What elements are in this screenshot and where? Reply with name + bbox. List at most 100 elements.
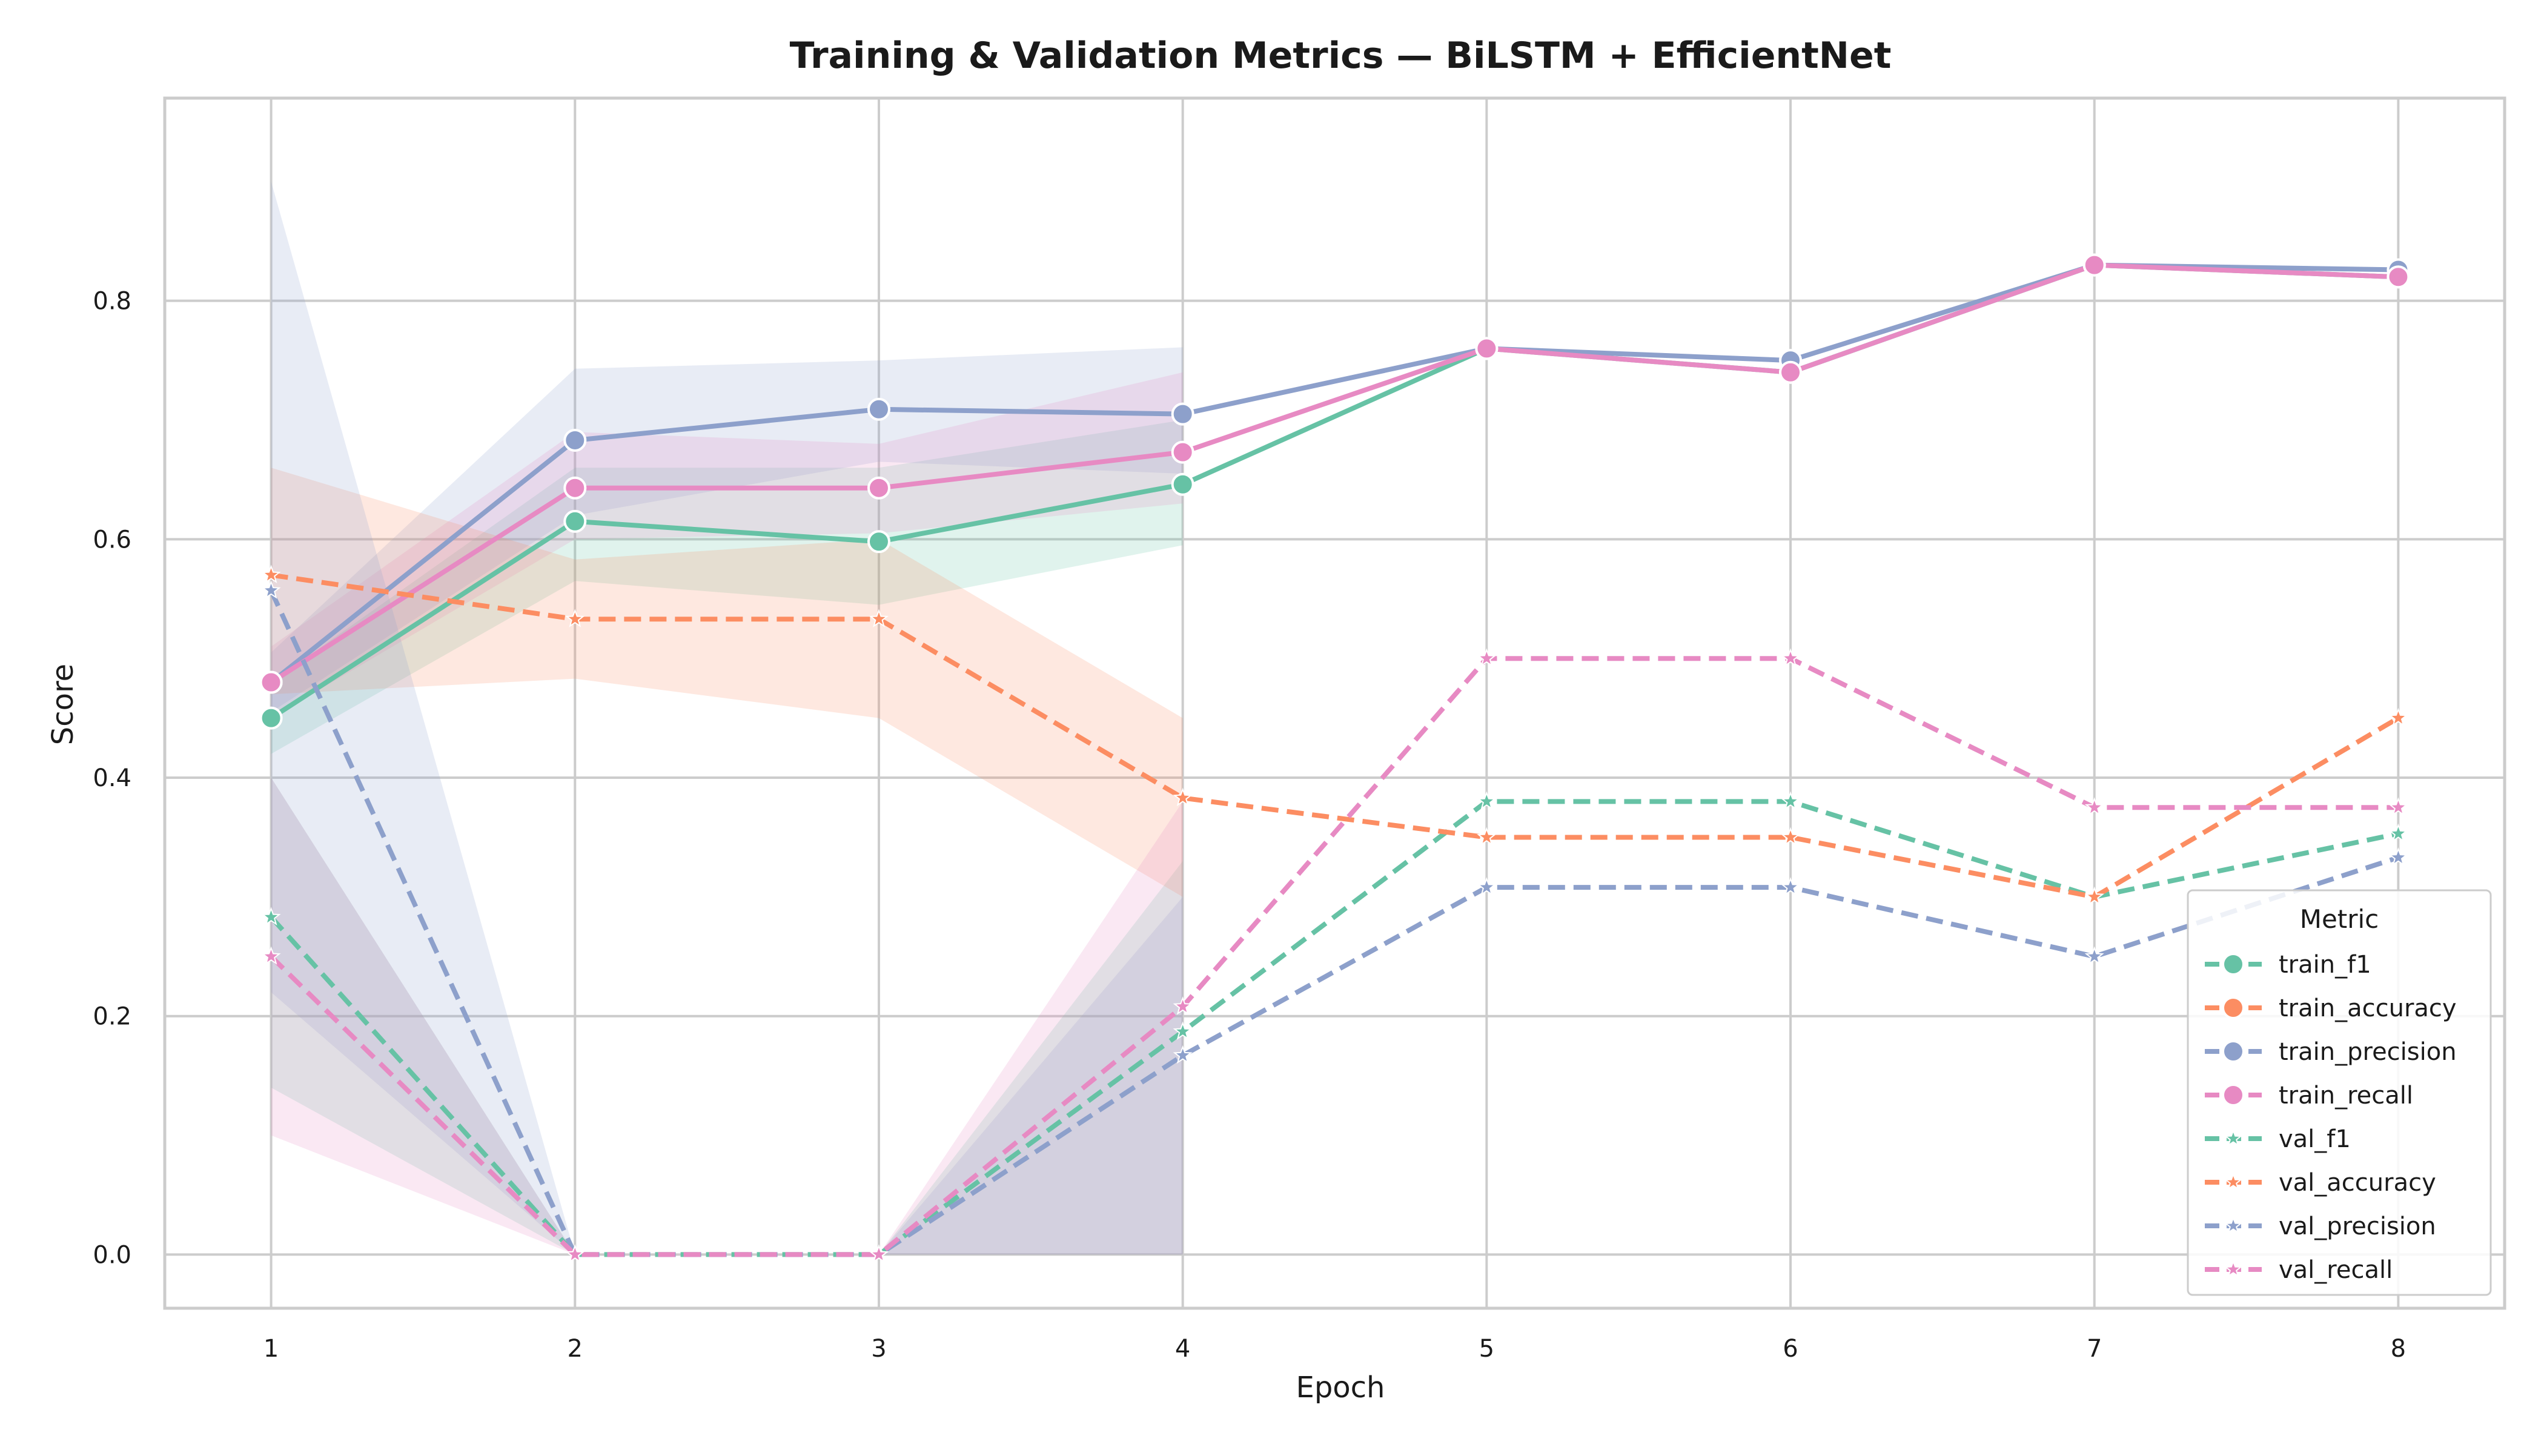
data-point-val_recall xyxy=(565,1244,585,1263)
data-point-val_recall xyxy=(1477,648,1497,667)
data-point-val_f1 xyxy=(261,907,281,926)
data-point-val_recall xyxy=(869,1244,889,1263)
confidence-band-val_accuracy xyxy=(271,468,1183,897)
data-point-val_accuracy xyxy=(565,609,585,627)
data-point-val_accuracy xyxy=(2388,707,2408,727)
data-point-val_accuracy xyxy=(1477,827,1497,846)
plot-frame xyxy=(163,96,2506,1310)
x-tick-label: 7 xyxy=(2087,1335,2102,1363)
legend-marker xyxy=(2224,1129,2243,1147)
data-point-train_precision xyxy=(563,428,587,452)
legend-marker xyxy=(2222,996,2245,1019)
data-point-val_f1 xyxy=(1780,791,1801,810)
legend-item-val_precision: val_precision xyxy=(2205,1213,2436,1240)
legend-label: train_accuracy xyxy=(2279,994,2457,1022)
legend: Metric train_f1 train_accuracy train_precis… xyxy=(2187,889,2492,1296)
x-tick-label: 5 xyxy=(1479,1335,1494,1363)
legend-item-train_recall: train_recall xyxy=(2205,1082,2413,1110)
data-point-val_accuracy xyxy=(869,609,889,627)
confidence-band-train_precision xyxy=(271,347,1183,712)
confidence-band-train_f1 xyxy=(271,420,1183,754)
data-point-val_recall xyxy=(2084,797,2104,816)
legend-item-val_f1: val_f1 xyxy=(2205,1125,2351,1153)
data-point-val_precision xyxy=(1173,1045,1193,1064)
x-tick-label: 8 xyxy=(2391,1335,2406,1363)
legend-title: Metric xyxy=(2300,904,2379,934)
data-point-train_recall xyxy=(563,476,587,500)
legend-marker xyxy=(2222,1040,2245,1063)
data-point-val_accuracy xyxy=(1173,787,1193,807)
data-point-train_f1 xyxy=(563,509,587,533)
legend-label: val_f1 xyxy=(2279,1125,2351,1153)
legend-label: val_recall xyxy=(2279,1256,2393,1284)
legend-marker xyxy=(2222,953,2245,976)
data-point-val_accuracy xyxy=(261,564,281,583)
series-line-val_f1 xyxy=(269,799,2399,1257)
data-point-val_f1 xyxy=(1173,1021,1193,1040)
y-tick-label: 0.0 xyxy=(93,1241,131,1269)
chart-title: Training & Validation Metrics — BiLSTM +… xyxy=(790,35,1892,77)
y-tick-label: 0.6 xyxy=(93,526,131,554)
y-tick-label: 0.2 xyxy=(93,1003,131,1031)
confidence-bands xyxy=(271,181,1183,1255)
data-point-train_recall xyxy=(1475,337,1499,360)
data-point-val_recall xyxy=(1173,996,1193,1015)
confidence-band-val_f1 xyxy=(271,778,1183,1255)
data-point-val_precision xyxy=(1780,877,1801,896)
legend-label: train_f1 xyxy=(2279,951,2371,979)
legend-label: train_recall xyxy=(2279,1082,2413,1110)
data-point-val_accuracy xyxy=(1780,827,1801,846)
series-lines xyxy=(268,262,2401,1257)
data-point-train_recall xyxy=(259,670,283,694)
data-point-train_precision xyxy=(1171,402,1194,426)
data-point-train_recall xyxy=(867,476,890,500)
data-point-train_recall xyxy=(2082,253,2106,277)
data-point-train_f1 xyxy=(867,530,890,554)
data-point-val_precision xyxy=(1477,877,1497,896)
legend-label: val_accuracy xyxy=(2279,1169,2436,1197)
data-point-train_recall xyxy=(1171,440,1194,464)
series-markers xyxy=(259,253,2410,1263)
grid xyxy=(165,98,2505,1308)
legend-box xyxy=(2187,889,2492,1296)
tick-labels: 1 2 3 4 5 6 7 8 0.0 0.2 0.4 0.6 0.8 xyxy=(93,288,2406,1363)
legend-item-train_f1: train_f1 xyxy=(2205,951,2371,979)
legend-item-train_precision: train_precision xyxy=(2205,1038,2457,1066)
data-point-val_precision xyxy=(261,580,281,599)
legend-label: val_precision xyxy=(2279,1213,2436,1240)
data-point-val_recall xyxy=(1780,648,1801,667)
y-tick-label: 0.8 xyxy=(93,288,131,316)
x-tick-label: 1 xyxy=(263,1335,279,1363)
data-point-val_precision xyxy=(2084,946,2104,965)
data-point-val_recall xyxy=(261,946,281,965)
data-point-train_recall xyxy=(2387,265,2410,289)
x-tick-label: 3 xyxy=(871,1335,886,1363)
data-point-train_f1 xyxy=(259,706,283,730)
legend-marker xyxy=(2224,1216,2243,1234)
legend-marker xyxy=(2224,1173,2243,1190)
data-point-val_f1 xyxy=(1477,791,1497,810)
x-tick-label: 4 xyxy=(1175,1335,1190,1363)
data-point-val_f1 xyxy=(2388,823,2408,842)
data-point-train_recall xyxy=(1779,360,1803,384)
series-line-val_recall xyxy=(269,656,2399,1257)
data-point-train_precision xyxy=(867,397,890,421)
x-tick-label: 2 xyxy=(568,1335,583,1363)
legend-item-val_accuracy: val_accuracy xyxy=(2205,1169,2436,1197)
data-point-train_f1 xyxy=(1171,472,1194,496)
data-point-val_accuracy xyxy=(2084,887,2104,905)
legend-item-val_recall: val_recall xyxy=(2205,1256,2393,1284)
confidence-band-train_recall xyxy=(271,372,1183,718)
series-line-val_accuracy xyxy=(271,572,2400,899)
y-axis-label: Score xyxy=(46,664,80,745)
data-point-val_recall xyxy=(2388,797,2408,816)
y-tick-label: 0.4 xyxy=(93,764,131,792)
series-line-train_recall xyxy=(268,262,2401,685)
x-tick-label: 6 xyxy=(1783,1335,1798,1363)
x-axis-label: Epoch xyxy=(1296,1371,1385,1405)
data-point-val_precision xyxy=(2388,847,2408,866)
legend-item-train_accuracy: train_accuracy xyxy=(2205,994,2457,1022)
legend-marker xyxy=(2222,1084,2245,1107)
